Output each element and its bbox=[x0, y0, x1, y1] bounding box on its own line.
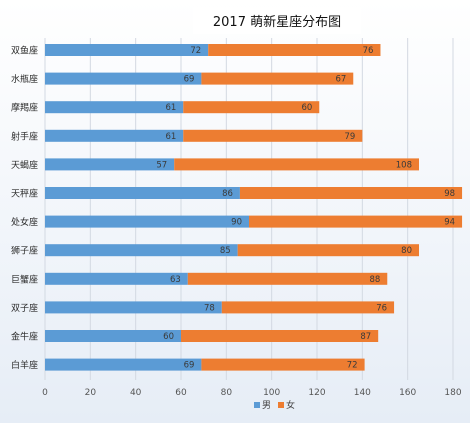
x-tick-label: 160 bbox=[399, 388, 416, 398]
bar-female bbox=[239, 187, 463, 199]
data-label-male: 61 bbox=[165, 132, 176, 142]
data-label-female: 76 bbox=[376, 303, 387, 313]
bar-female bbox=[249, 215, 463, 228]
category-label: 处女座 bbox=[11, 216, 38, 228]
data-label-female: 72 bbox=[347, 361, 358, 371]
category-label: 巨蟹座 bbox=[11, 273, 38, 285]
category-label: 射手座 bbox=[11, 130, 38, 142]
data-label-male: 57 bbox=[156, 160, 167, 170]
data-label-female: 94 bbox=[444, 218, 455, 228]
category-label: 白羊座 bbox=[11, 359, 38, 371]
bar-female bbox=[183, 101, 320, 114]
bar-male bbox=[45, 301, 222, 314]
data-label-male: 60 bbox=[163, 332, 174, 342]
data-label-female: 87 bbox=[360, 332, 371, 342]
data-label-male: 63 bbox=[170, 275, 181, 285]
bar-male bbox=[45, 129, 184, 142]
x-tick-label: 140 bbox=[354, 388, 371, 398]
data-label-male: 72 bbox=[190, 46, 201, 56]
data-label-male: 86 bbox=[222, 189, 233, 199]
bar-female bbox=[208, 44, 381, 56]
x-tick-label: 100 bbox=[263, 388, 280, 398]
data-label-female: 79 bbox=[345, 132, 356, 142]
data-label-female: 108 bbox=[396, 160, 412, 170]
data-label-female: 60 bbox=[301, 103, 312, 113]
x-tick-label: 40 bbox=[130, 388, 142, 398]
data-label-male: 69 bbox=[184, 361, 195, 371]
data-label-male: 78 bbox=[204, 303, 215, 313]
legend-swatch bbox=[254, 402, 260, 408]
legend-swatch bbox=[278, 402, 284, 408]
x-tick-label: 120 bbox=[308, 388, 325, 398]
x-tick-label: 80 bbox=[221, 388, 233, 398]
bar-male bbox=[45, 101, 184, 114]
category-label: 天蝎座 bbox=[11, 159, 38, 171]
category-label: 摩羯座 bbox=[11, 102, 38, 114]
data-label-male: 90 bbox=[231, 218, 242, 228]
bar-male bbox=[45, 44, 209, 56]
chart-title: 2017 萌新星座分布图 bbox=[212, 15, 342, 30]
x-tick-label: 20 bbox=[85, 388, 97, 398]
bar-male bbox=[45, 187, 240, 199]
bar-male bbox=[45, 215, 249, 228]
category-label: 金牛座 bbox=[11, 331, 38, 343]
category-label: 水瓶座 bbox=[11, 73, 38, 85]
bar-male bbox=[45, 272, 188, 285]
category-label: 双鱼座 bbox=[11, 45, 38, 57]
category-label: 天秤座 bbox=[11, 188, 38, 200]
bar-female bbox=[237, 244, 419, 257]
category-label: 双子座 bbox=[11, 302, 38, 314]
x-tick-label: 0 bbox=[42, 388, 48, 398]
data-label-female: 80 bbox=[401, 246, 412, 256]
bar-female bbox=[201, 358, 365, 371]
bar-female bbox=[187, 272, 388, 285]
category-label: 狮子座 bbox=[11, 245, 38, 257]
grid-layer bbox=[44, 38, 454, 380]
bar-male bbox=[45, 158, 175, 171]
bar-female bbox=[201, 72, 354, 85]
title-box: 2017 萌新星座分布图 bbox=[193, 7, 361, 34]
data-label-female: 67 bbox=[335, 75, 346, 85]
legend: 男女 bbox=[254, 399, 295, 411]
label-layer: 0 20 40 60 80 100 120 140 160 180 双鱼座 72 76 水瓶座 69 67 摩羯… bbox=[11, 45, 462, 399]
bar-male bbox=[45, 72, 202, 85]
bar-male bbox=[45, 330, 181, 342]
bar-female bbox=[221, 301, 395, 314]
bar-female bbox=[181, 330, 379, 342]
data-label-male: 69 bbox=[184, 75, 195, 85]
data-label-female: 98 bbox=[444, 189, 455, 199]
data-label-female: 76 bbox=[363, 46, 374, 56]
data-label-male: 61 bbox=[165, 103, 176, 113]
bar-female bbox=[174, 158, 419, 171]
bar-female bbox=[183, 129, 363, 142]
legend-label: 女 bbox=[286, 399, 295, 411]
legend-label: 男 bbox=[262, 400, 271, 411]
bar-male bbox=[45, 358, 202, 371]
data-label-female: 88 bbox=[369, 275, 380, 285]
x-tick-label: 60 bbox=[175, 388, 187, 398]
data-label-male: 85 bbox=[220, 246, 231, 256]
x-tick-label: 180 bbox=[444, 388, 461, 398]
bar-male bbox=[45, 244, 238, 257]
bar-layer bbox=[45, 44, 463, 371]
